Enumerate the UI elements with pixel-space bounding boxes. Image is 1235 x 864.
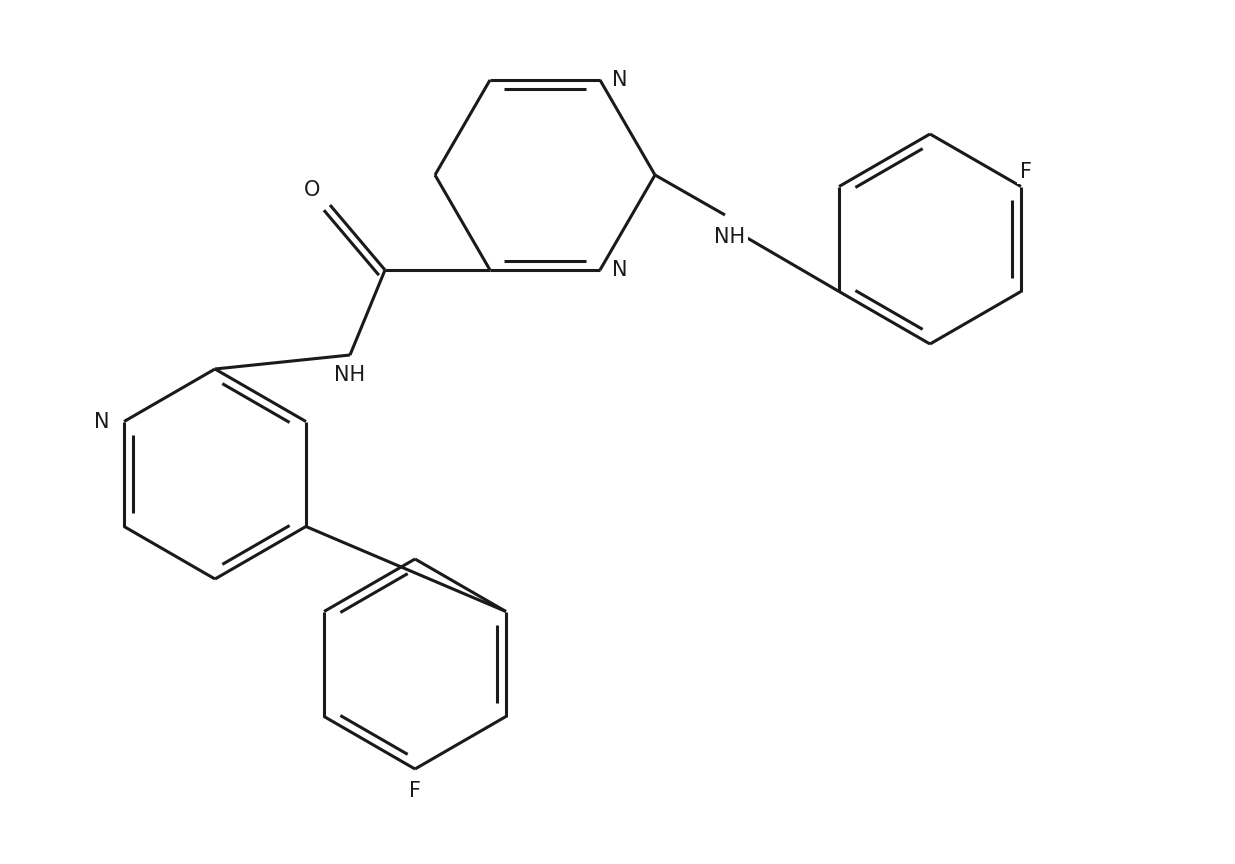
Text: O: O [304,180,320,200]
Text: NH: NH [335,365,366,385]
Text: F: F [409,781,421,801]
Text: NH: NH [714,227,746,247]
Text: N: N [613,260,627,280]
Text: N: N [613,70,627,90]
Text: N: N [94,411,110,431]
Text: F: F [1020,162,1032,181]
